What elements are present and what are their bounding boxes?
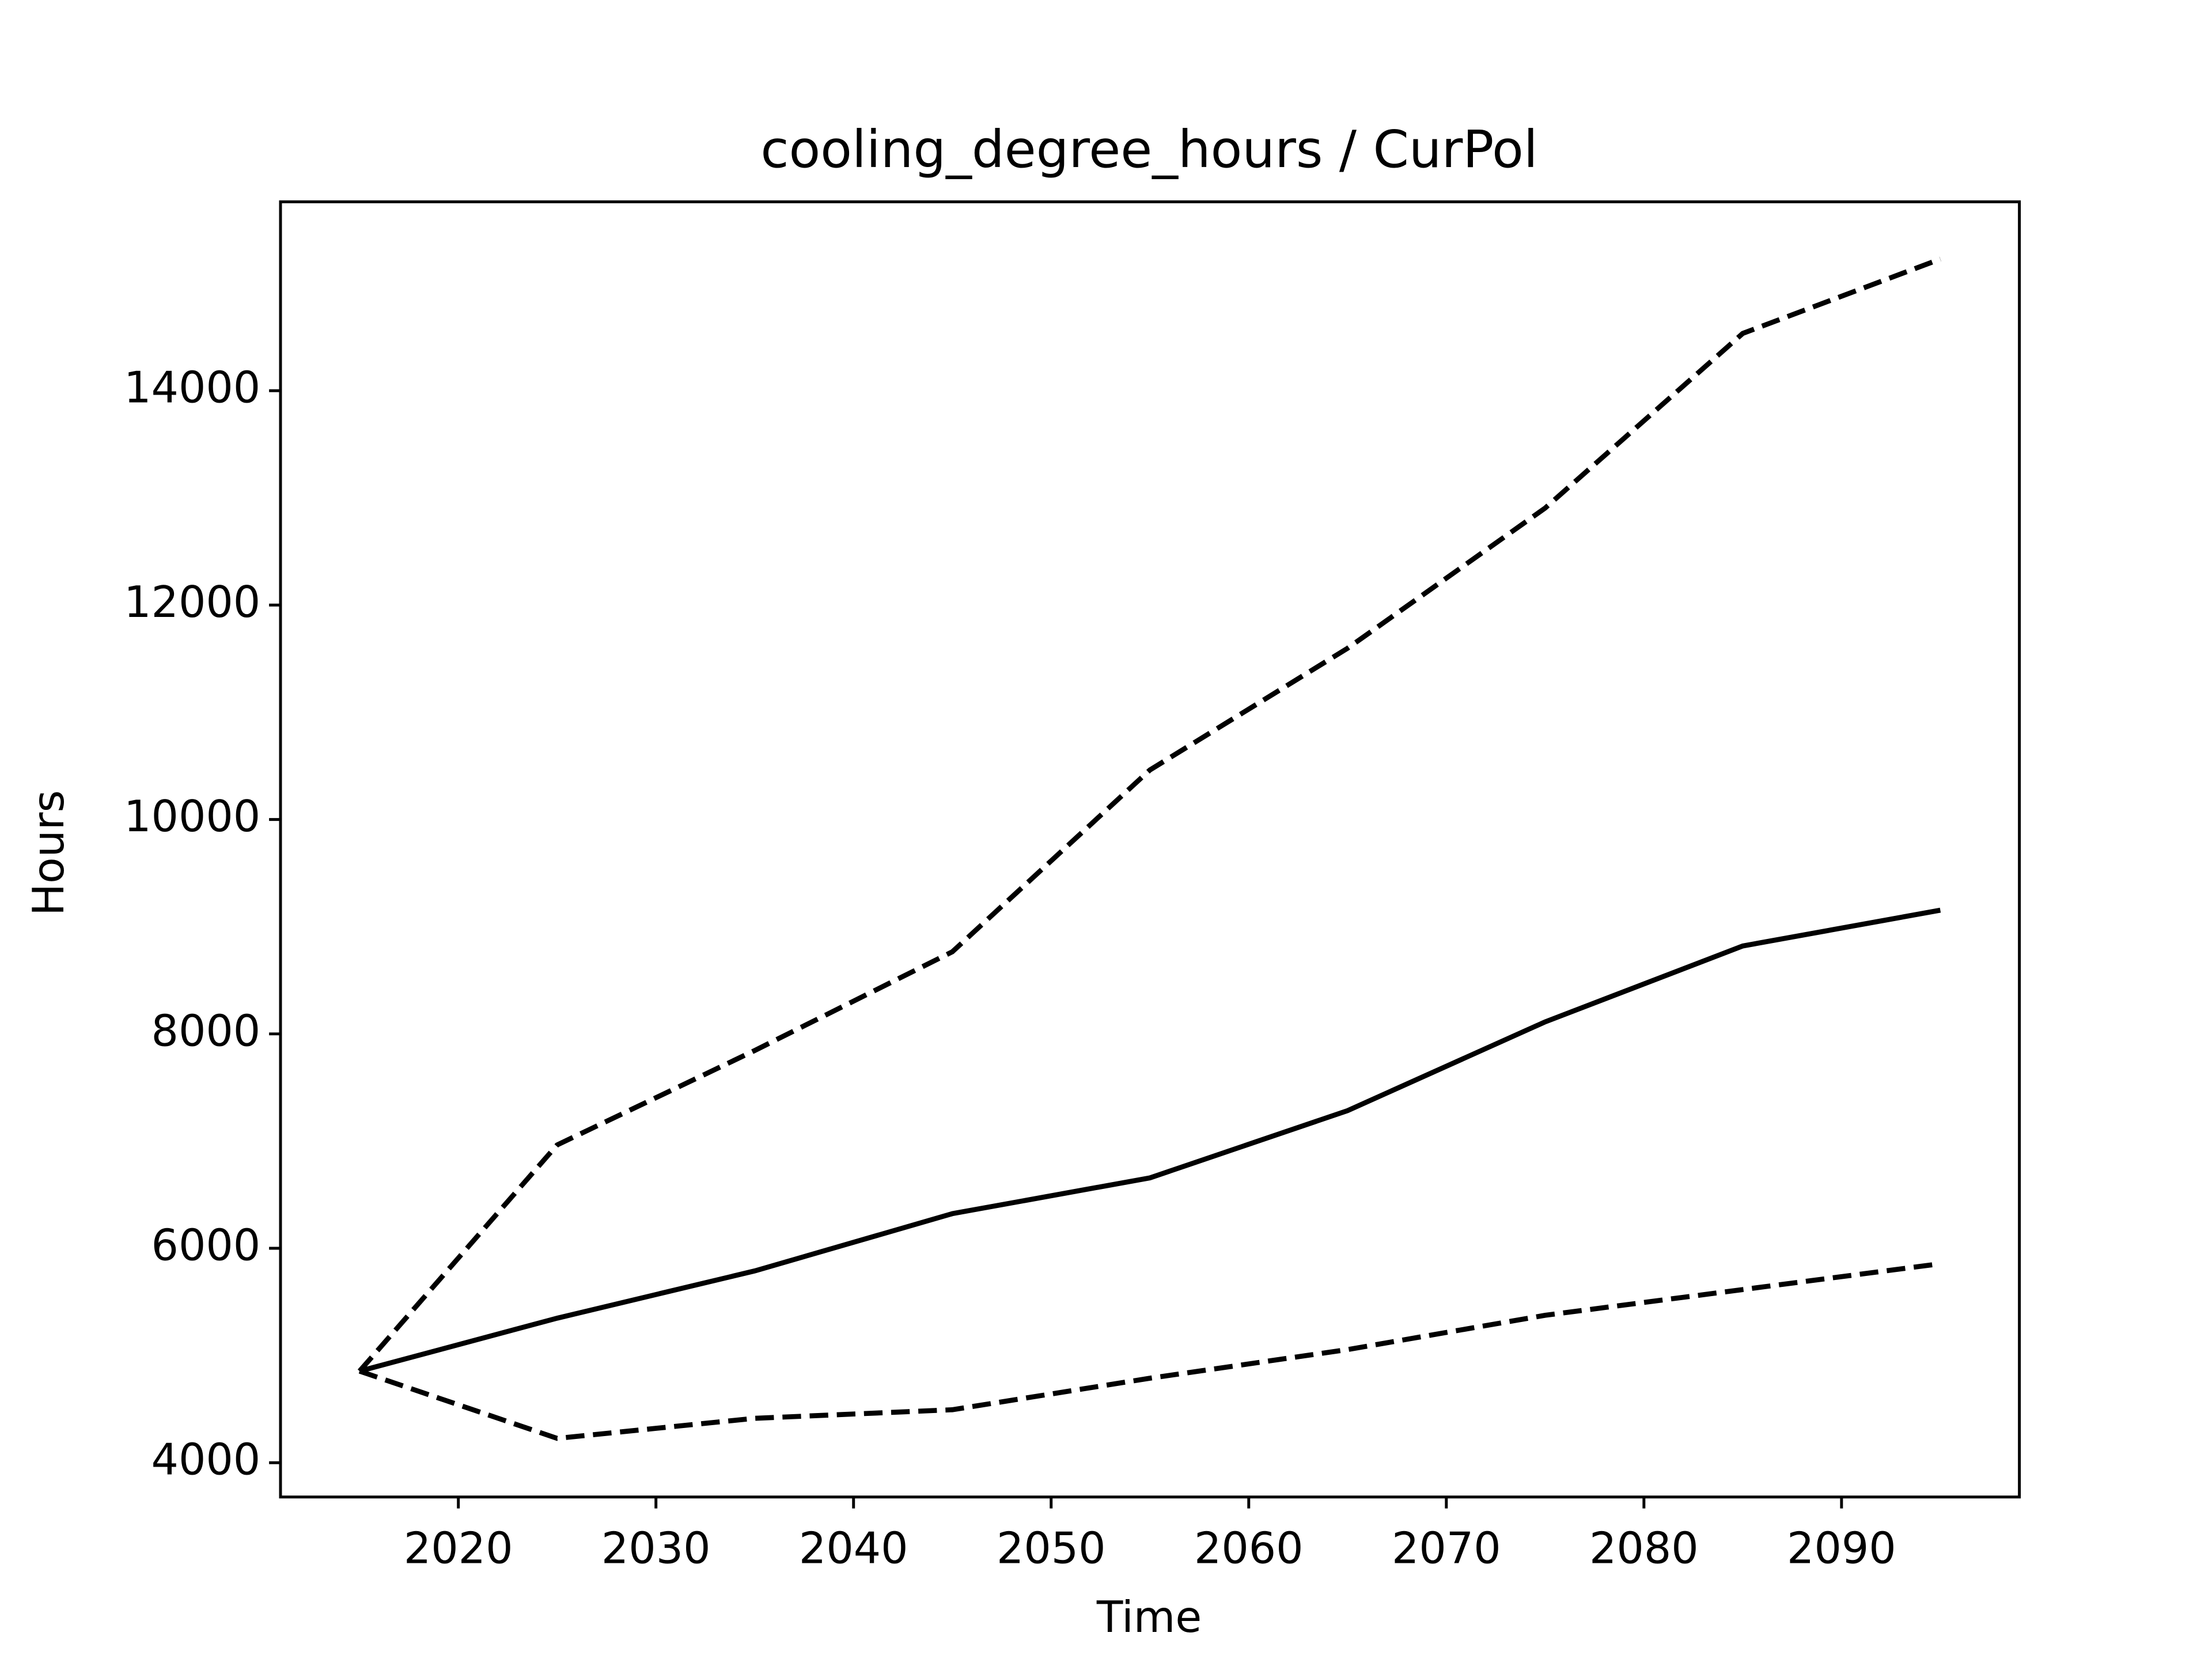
x-axis-label: Time (1096, 1592, 1202, 1642)
line-series (359, 907, 1941, 1374)
y-tick-label: 12000 (124, 577, 260, 627)
y-tick-label: 10000 (124, 791, 260, 842)
x-tick-label: 2050 (997, 1524, 1106, 1574)
line-series (357, 256, 1941, 1373)
x-tick-label: 2090 (1787, 1524, 1896, 1574)
y-tick-label: 6000 (151, 1221, 261, 1271)
y-tick-label: 8000 (151, 1006, 261, 1056)
y-axis-label: Hours (24, 790, 74, 916)
y-tick-label: 14000 (124, 363, 260, 413)
x-tick-label: 2020 (404, 1524, 513, 1574)
x-tick-label: 2080 (1589, 1524, 1699, 1574)
x-tick-label: 2040 (799, 1524, 908, 1574)
x-tick-label: 2030 (601, 1524, 711, 1574)
y-tick-label: 4000 (151, 1435, 261, 1485)
x-tick-label: 2060 (1194, 1524, 1304, 1574)
plot-frame (279, 200, 2021, 1499)
x-tick-label: 2070 (1392, 1524, 1501, 1574)
line-series (358, 1261, 1941, 1441)
chart-title: cooling_degree_hours / CurPol (760, 120, 1537, 180)
